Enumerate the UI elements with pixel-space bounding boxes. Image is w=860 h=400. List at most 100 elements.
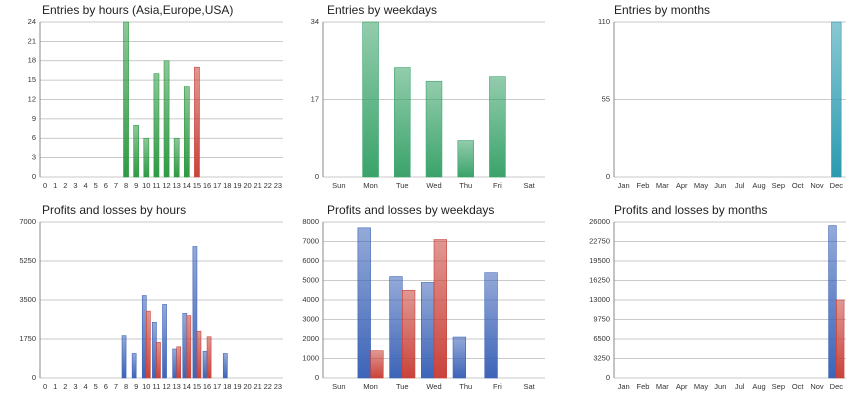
x-tick-label: Feb (637, 382, 650, 391)
x-tick-label: Jan (618, 382, 630, 391)
y-tick-label: 7000 (19, 217, 36, 226)
bar (146, 310, 151, 379)
bar (484, 272, 498, 379)
x-tick-label: 12 (162, 181, 170, 190)
x-tick-label: 21 (254, 181, 262, 190)
x-tick-label: 4 (83, 382, 87, 391)
x-tick-label: 5 (94, 382, 98, 391)
x-tick-label: May (694, 181, 708, 190)
bar (153, 73, 160, 178)
x-tick-label: 5 (94, 181, 98, 190)
bar (457, 140, 474, 178)
x-tick-label: Tue (396, 181, 409, 190)
bar (183, 86, 190, 178)
bar (370, 350, 384, 379)
bar (357, 227, 371, 379)
chart-title: Entries by months (614, 3, 710, 17)
bar (156, 342, 161, 379)
y-tick-label: 6500 (593, 334, 610, 343)
x-tick-label: 22 (264, 181, 272, 190)
y-tick-label: 1750 (19, 334, 36, 343)
chart-title: Profits and losses by weekdays (327, 203, 494, 217)
x-tick-label: 20 (243, 382, 251, 391)
y-tick-label: 26000 (589, 217, 610, 226)
x-tick-label: Sep (772, 382, 785, 391)
bar (172, 348, 177, 379)
y-tick-label: 19500 (589, 256, 610, 265)
chart-title: Entries by weekdays (327, 3, 437, 17)
x-tick-label: 21 (254, 382, 262, 391)
bar (362, 21, 379, 178)
x-tick-label: 17 (213, 181, 221, 190)
bar (828, 225, 837, 379)
x-tick-label: Sun (332, 181, 345, 190)
x-tick-label: Sep (772, 181, 785, 190)
x-tick-label: Thu (459, 382, 472, 391)
x-tick-label: 11 (153, 382, 161, 391)
bar (192, 246, 198, 379)
bar (121, 335, 127, 379)
y-tick-label: 4000 (302, 295, 319, 304)
y-tick-label: 34 (311, 17, 319, 26)
x-tick-label: 4 (83, 181, 87, 190)
x-tick-label: Sat (524, 382, 536, 391)
x-tick-label: Mar (656, 181, 669, 190)
x-tick-label: Feb (637, 181, 650, 190)
y-tick-label: 16250 (589, 275, 610, 284)
bar (401, 289, 416, 379)
bar (489, 76, 506, 178)
y-tick-label: 8000 (302, 217, 319, 226)
y-tick-label: 9750 (593, 314, 610, 323)
x-tick-label: 10 (142, 382, 150, 391)
x-tick-label: Nov (810, 382, 824, 391)
y-tick-label: 0 (32, 373, 36, 382)
bar (222, 353, 228, 379)
x-tick-label: 0 (43, 382, 47, 391)
x-tick-label: 13 (173, 181, 181, 190)
x-tick-label: 2 (63, 181, 67, 190)
x-tick-label: 23 (274, 181, 282, 190)
x-tick-label: 13 (173, 382, 181, 391)
x-tick-label: Wed (426, 181, 441, 190)
x-tick-label: Apr (676, 382, 688, 391)
x-tick-label: May (694, 382, 708, 391)
x-tick-label: Dec (830, 382, 844, 391)
bar (173, 137, 180, 178)
bar (202, 350, 208, 379)
x-tick-label: 16 (203, 181, 211, 190)
x-tick-label: 2 (63, 382, 67, 391)
bar (394, 67, 411, 178)
x-tick-label: Aug (752, 181, 765, 190)
bar (194, 66, 200, 178)
x-tick-label: 19 (233, 382, 241, 391)
y-tick-label: 3 (32, 153, 36, 162)
x-tick-label: Jan (618, 181, 630, 190)
x-tick-label: Oct (792, 181, 805, 190)
x-tick-label: 23 (274, 382, 282, 391)
y-tick-label: 0 (315, 373, 319, 382)
y-tick-label: 3500 (19, 295, 36, 304)
bar (152, 321, 157, 379)
x-tick-label: 6 (104, 382, 108, 391)
bar (831, 21, 842, 178)
x-tick-label: Jul (735, 181, 745, 190)
x-tick-label: Mar (656, 382, 669, 391)
x-tick-label: Mon (363, 382, 378, 391)
x-tick-label: 14 (183, 382, 191, 391)
x-tick-label: 20 (243, 181, 251, 190)
y-tick-label: 13000 (589, 295, 610, 304)
bar (196, 330, 202, 379)
x-tick-label: 3 (73, 181, 77, 190)
y-tick-label: 6000 (302, 256, 319, 265)
x-tick-label: Dec (830, 181, 844, 190)
x-tick-label: Jun (714, 181, 726, 190)
bar (143, 137, 150, 178)
y-tick-label: 0 (32, 172, 36, 181)
x-tick-label: 0 (43, 181, 47, 190)
x-tick-label: 1 (53, 382, 57, 391)
x-tick-label: 16 (203, 382, 211, 391)
x-tick-label: 8 (124, 181, 128, 190)
x-tick-label: Sun (332, 382, 345, 391)
x-tick-label: Mon (363, 181, 378, 190)
x-tick-label: Apr (676, 181, 688, 190)
